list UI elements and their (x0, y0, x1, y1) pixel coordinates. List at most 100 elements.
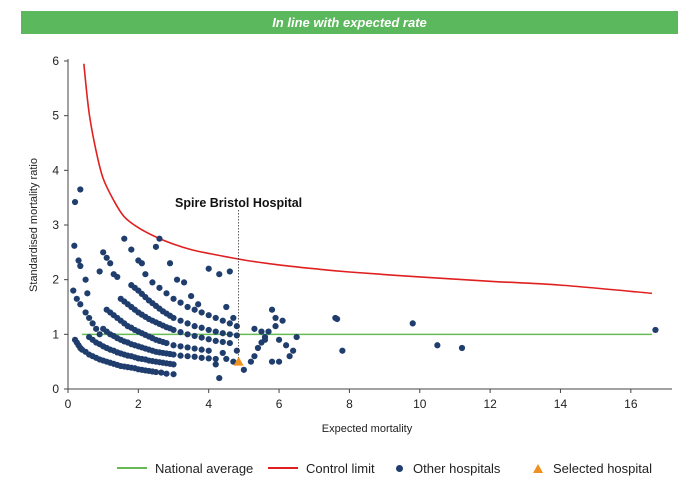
y-tick-label: 3 (52, 218, 59, 232)
other-hospital-point (265, 328, 272, 335)
other-hospital-point (226, 320, 233, 327)
other-hospital-point (184, 353, 191, 360)
other-hospital-point (212, 361, 219, 368)
other-hospital-point (205, 347, 212, 354)
other-hospital-point (247, 358, 255, 365)
other-hospital-point (166, 260, 174, 267)
other-hospital-point (73, 295, 80, 302)
other-hospital-point (152, 243, 160, 250)
legend-control-limit: Control limit (268, 458, 375, 478)
other-hospital-point (219, 330, 226, 337)
x-tick-label: 4 (205, 397, 212, 411)
other-hospital-point (180, 279, 188, 286)
x-tick-label: 10 (413, 397, 427, 411)
x-tick-label: 12 (483, 397, 497, 411)
other-hospital-point (177, 299, 184, 306)
other-hospital-point (219, 317, 226, 324)
other-hospital-point (70, 287, 77, 294)
other-hospital-point (138, 260, 145, 267)
other-hospital-point (212, 314, 219, 322)
other-hospital-point (198, 354, 205, 361)
other-hospital-point (170, 342, 177, 349)
other-hospital-point (226, 339, 233, 347)
other-hospital-point (198, 346, 205, 353)
other-hospital-point (290, 347, 297, 354)
other-hospital-point (103, 254, 110, 261)
other-hospital-point (268, 358, 276, 365)
other-hospital-point (458, 344, 466, 352)
other-hospital-point (142, 271, 149, 278)
other-hospital-point (293, 333, 300, 341)
other-hospital-point (156, 235, 163, 242)
other-hospital-point (198, 324, 205, 331)
x-axis-label: Expected mortality (322, 423, 413, 435)
other-hospital-point (652, 326, 659, 334)
other-hospital-point (82, 276, 89, 283)
other-hospital-point (409, 320, 416, 327)
other-hospital-point (177, 343, 184, 350)
other-hospital-point (272, 323, 279, 330)
other-hospital-point (149, 279, 156, 286)
other-hospital-point (268, 306, 276, 313)
other-hospital-point (223, 355, 230, 363)
other-hospital-point (184, 331, 191, 338)
other-hospital-point (89, 320, 96, 327)
other-hospital-point (93, 325, 100, 332)
y-tick-label: 5 (52, 109, 59, 123)
other-hospital-point (177, 329, 184, 336)
other-hospital-point (258, 328, 265, 335)
x-tick-label: 2 (135, 397, 142, 411)
other-hospital-point (272, 314, 279, 322)
data-points (70, 186, 659, 382)
other-hospital-point (82, 309, 89, 316)
other-hospital-point (223, 303, 230, 311)
other-hospital-point (191, 306, 198, 313)
other-hospital-point (156, 284, 163, 291)
other-hospital-point (434, 342, 441, 349)
legend-other-hospitals: Other hospitals (396, 458, 500, 478)
control-limit-swatch (268, 467, 298, 469)
other-hospital-point (195, 301, 202, 308)
annotation: Spire Bristol Hospital (175, 196, 302, 358)
other-hospital-point (100, 249, 107, 256)
annotation-label: Spire Bristol Hospital (175, 196, 302, 210)
other-hospital-point (177, 352, 184, 359)
national-average-swatch (117, 467, 147, 469)
other-hospital-point (205, 355, 212, 362)
other-hospital-point (71, 198, 79, 206)
other-hospital-point (233, 347, 240, 354)
control-limit-line (83, 63, 653, 295)
other-hospital-point (334, 315, 341, 323)
legend-national-average: National average (117, 458, 253, 478)
other-hospital-point (152, 368, 160, 376)
legend-selected-hospital-label: Selected hospital (553, 460, 653, 476)
other-hospitals-swatch (396, 464, 403, 472)
other-hospital-point (191, 345, 198, 352)
other-hospital-point (177, 317, 184, 324)
other-hospital-point (173, 276, 181, 283)
other-hospital-point (205, 312, 212, 319)
x-tick-label: 8 (346, 397, 353, 411)
other-hospital-point (121, 235, 128, 242)
other-hospital-point (230, 358, 237, 365)
other-hospital-point (170, 326, 177, 334)
selected-hospital-swatch (533, 463, 543, 473)
y-tick-label: 4 (52, 163, 59, 177)
other-hospital-point (163, 370, 170, 377)
legend-national-average-label: National average (155, 460, 254, 476)
x-tick-label: 16 (624, 397, 638, 411)
other-hospital-point (212, 328, 219, 335)
other-hospital-point (198, 334, 205, 341)
other-hospital-point (170, 361, 177, 368)
other-hospital-point (212, 337, 219, 344)
other-hospital-point (216, 271, 223, 278)
other-hospital-point (205, 326, 212, 334)
other-hospital-point (86, 314, 93, 322)
other-hospital-point (198, 309, 205, 316)
other-hospital-point (230, 314, 237, 322)
y-tick-label: 2 (52, 273, 59, 287)
other-hospital-point (261, 336, 269, 343)
legend: National average Control limit Other hos… (0, 458, 700, 478)
other-hospital-point (170, 351, 177, 358)
other-hospital-point (77, 262, 84, 270)
